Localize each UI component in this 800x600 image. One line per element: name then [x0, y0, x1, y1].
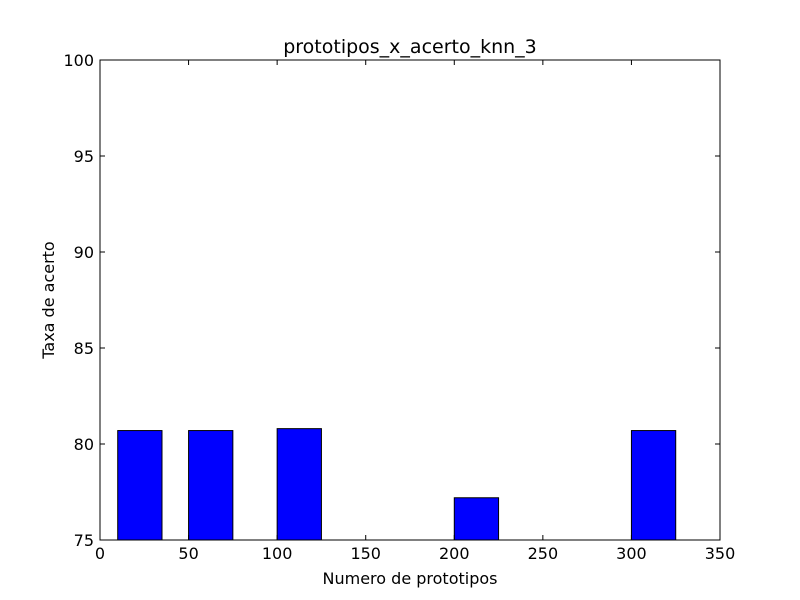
x-tick-label-1: 50 — [178, 544, 198, 563]
x-tick-label-2: 100 — [262, 544, 293, 563]
y-tick-label-0: 75 — [74, 531, 94, 550]
x-tick-label-5: 250 — [528, 544, 559, 563]
x-tick-label-4: 200 — [439, 544, 470, 563]
x-tick-label-0: 0 — [95, 544, 105, 563]
y-tick-labels: 75 80 85 90 95 100 — [63, 51, 94, 550]
y-tick-label-3: 90 — [74, 243, 94, 262]
x-tick-label-7: 350 — [705, 544, 736, 563]
y-axis-label: Taxa de acerto — [39, 241, 58, 359]
x-tick-labels: 0 50 100 150 200 250 300 350 — [95, 544, 735, 563]
bar-4 — [630, 430, 677, 541]
y-tick-label-5: 100 — [63, 51, 94, 70]
bar-1 — [188, 430, 234, 541]
plot-frame — [99, 59, 721, 541]
bar-2 — [276, 428, 322, 541]
bar-0 — [117, 430, 163, 541]
x-tick-label-6: 300 — [616, 544, 647, 563]
bar-3 — [453, 497, 500, 541]
x-axis-label: Numero de prototipos — [323, 569, 498, 588]
y-tick-label-4: 95 — [74, 147, 94, 166]
y-tick-label-2: 85 — [74, 339, 94, 358]
x-tick-label-3: 150 — [350, 544, 381, 563]
chart-title: prototipos_x_acerto_knn_3 — [283, 36, 537, 58]
bars-group — [117, 428, 677, 541]
y-tick-label-1: 80 — [74, 435, 94, 454]
